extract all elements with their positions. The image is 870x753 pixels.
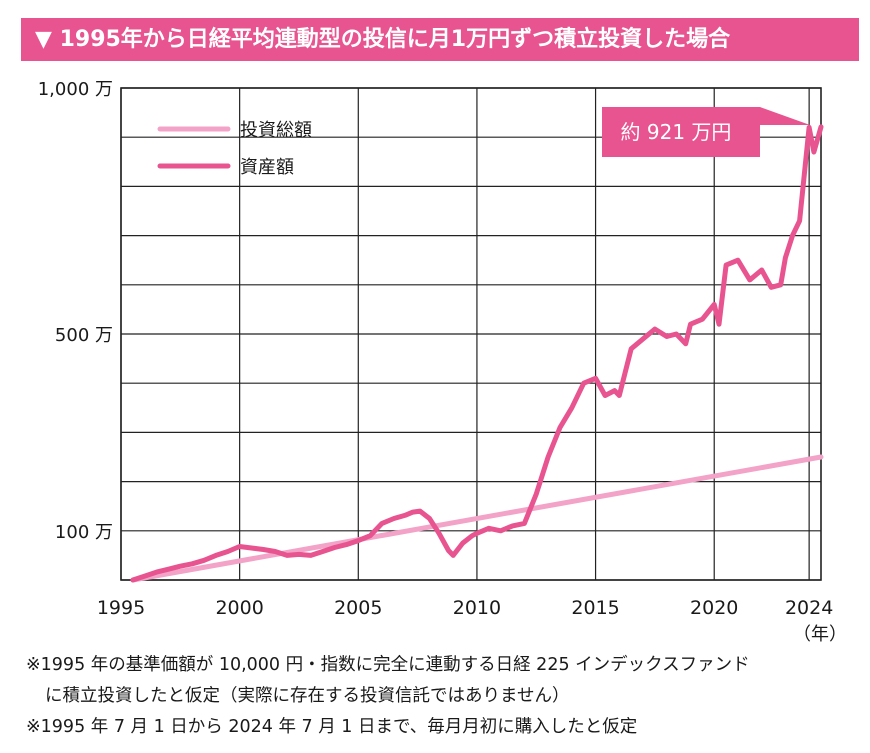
x-tick-label: 2024 (785, 597, 833, 619)
x-tick-label: 2000 (215, 597, 263, 619)
chart-title: ▼ 1995年から日経平均連動型の投信に月1万円ずつ積立投資した場合 (21, 18, 859, 61)
axis-layer: 1995 2000 2005 2010 2015 2020 2024 100 万 500 万 1,… (38, 79, 834, 619)
chart: 1995 2000 2005 2010 2015 2020 2024 100 万 500 万 1,… (38, 79, 847, 645)
footnote-1-cont: に積立投資したと仮定（実際に存在する投資信託ではありません） (45, 686, 570, 706)
grid-layer (120, 87, 822, 581)
x-tick-label: 2015 (571, 597, 619, 619)
x-tick-label: 1995 (97, 597, 145, 619)
footnote-1: ※1995 年の基準価額が 10,000 円・指数に完全に連動する日経 225 … (26, 655, 750, 675)
series-line-asset (130, 124, 824, 583)
x-tick-label: 2020 (690, 597, 738, 619)
legend-label-asset: 資産額 (240, 157, 294, 178)
legend: 投資総額 資産額 (157, 120, 312, 178)
y-tick-label: 500 万 (55, 325, 113, 346)
legend-label-invest-total: 投資総額 (240, 120, 312, 141)
footnote-2: ※1995 年 7 月 1 日から 2024 年 7 月 1 日まで、毎月月初に… (26, 717, 638, 737)
x-axis-unit: （年） (793, 624, 847, 645)
annotation-callout (602, 107, 810, 157)
plot-frame (120, 87, 822, 581)
footnotes: ※1995 年の基準価額が 10,000 円・指数に完全に連動する日経 225 … (26, 650, 856, 743)
annotation-text: 約 921 万円 (621, 120, 732, 144)
series-line-invest-total (130, 454, 824, 583)
x-tick-label: 2005 (334, 597, 382, 619)
series-layer (130, 124, 824, 583)
annotation-final-value: 約 921 万円 (602, 107, 810, 157)
y-tick-label: 1,000 万 (38, 79, 113, 100)
y-tick-label: 100 万 (55, 522, 113, 543)
x-tick-label: 2010 (453, 597, 501, 619)
